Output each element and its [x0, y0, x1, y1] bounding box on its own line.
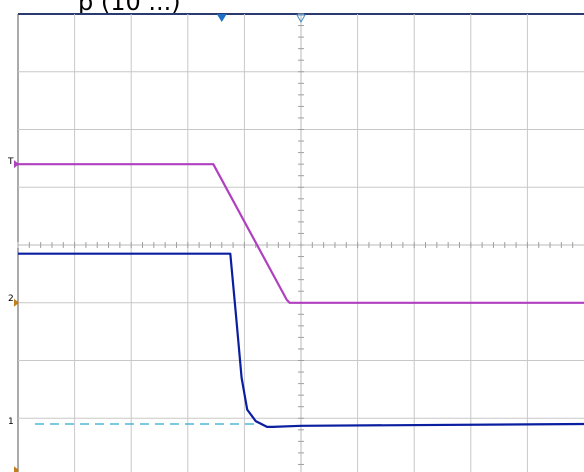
trigger-position-marker-icon: [216, 14, 227, 22]
center-axis-ticks: [17, 13, 584, 472]
title-fragment: p (10 ...): [78, 0, 181, 16]
channel-2-ground-marker-icon: [14, 298, 19, 307]
trace-1: [18, 252, 584, 428]
traces: [18, 163, 584, 428]
trace-T: [18, 163, 584, 304]
channel-label-2: 2: [8, 294, 14, 304]
trigger-level-marker-icon: [14, 160, 19, 169]
center-marker-icon: [296, 14, 306, 24]
channel-markers: [14, 160, 19, 472]
top-markers: [216, 14, 306, 24]
channel-label-1: 1: [8, 417, 14, 427]
channel-label-t: T: [8, 157, 14, 167]
channel-1-ground-marker-icon: [14, 466, 19, 472]
